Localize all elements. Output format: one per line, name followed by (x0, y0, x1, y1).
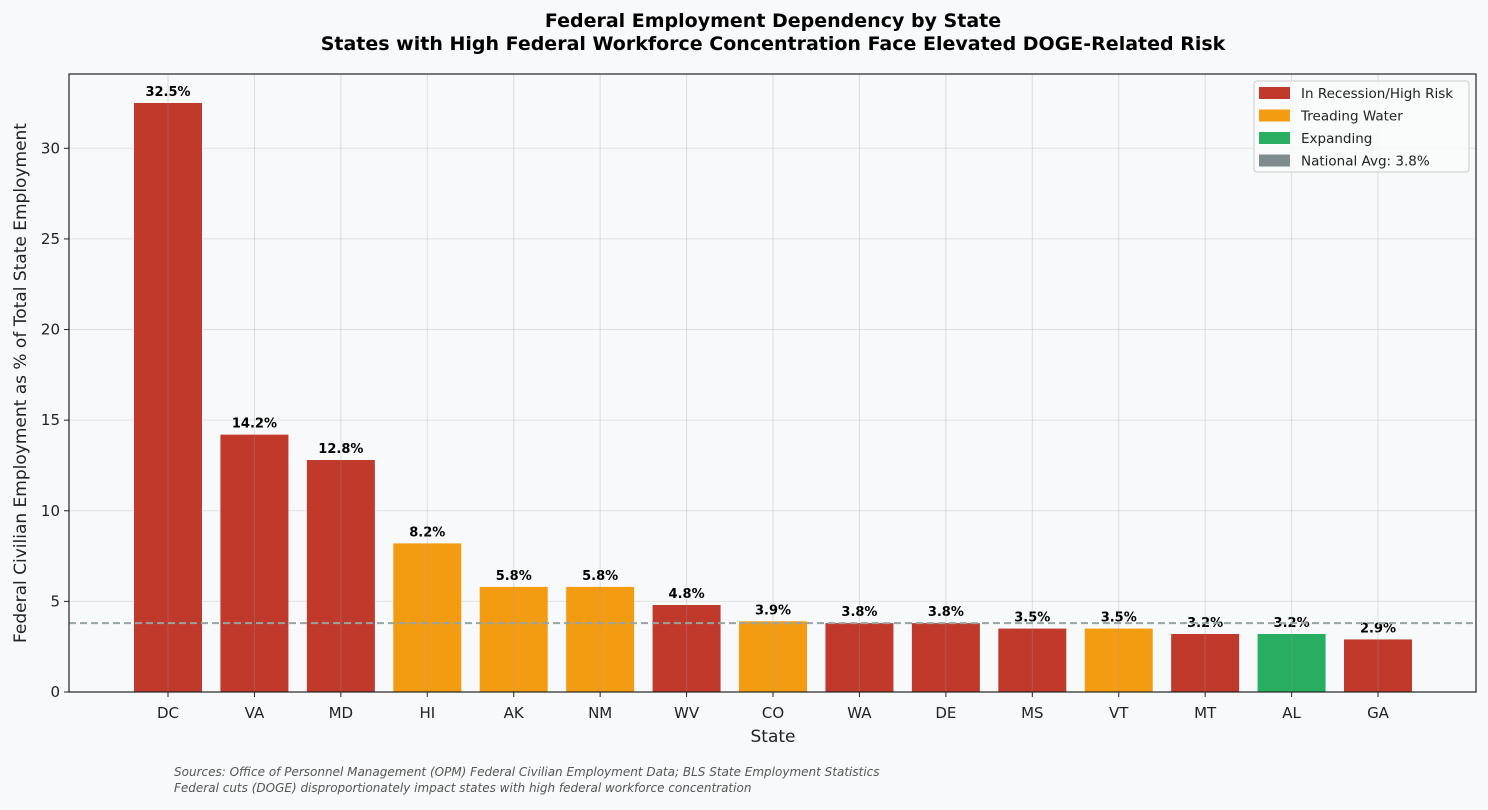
chart-subtitle: States with High Federal Workforce Conce… (321, 33, 1226, 55)
y-tick-label: 25 (41, 230, 60, 248)
chart-title: Federal Employment Dependency by State (545, 10, 1001, 32)
legend-swatch-treading (1259, 109, 1290, 122)
plot-frame (68, 73, 1477, 693)
y-axis-label: Federal Civilian Employment as % of Tota… (11, 123, 31, 643)
legend-label-treading: Treading Water (1300, 109, 1403, 125)
x-tick-label: MT (1194, 704, 1217, 722)
legend-label-recession: In Recession/High Risk (1301, 86, 1453, 102)
bar-VT (1084, 628, 1153, 692)
bar-MT (1171, 634, 1240, 692)
x-axis-label: State (751, 727, 796, 747)
value-label: 3.8% (841, 605, 877, 620)
bar-MS (998, 628, 1067, 692)
bar-WA (825, 623, 894, 692)
value-label: 3.5% (1101, 611, 1137, 626)
value-label: 3.5% (1014, 611, 1050, 626)
legend-label-avg: National Avg: 3.8% (1301, 154, 1430, 170)
legend: In Recession/High Risk Treading Water Expa… (1253, 80, 1470, 173)
y-tick-label: 30 (41, 139, 60, 157)
y-tick-label: 0 (50, 683, 60, 701)
value-label: 5.8% (496, 569, 532, 584)
x-tick-label: CO (762, 704, 784, 722)
legend-swatch-avg (1259, 154, 1290, 167)
bar-HI (393, 543, 462, 692)
legend-box (1253, 80, 1470, 173)
x-tick-label: NM (588, 704, 612, 722)
bar-WV (652, 605, 721, 692)
bar-DC (134, 102, 202, 692)
value-label: 8.2% (409, 525, 445, 540)
legend-label-expanding: Expanding (1301, 131, 1372, 147)
value-label: 5.8% (582, 569, 618, 584)
value-label: 2.9% (1360, 621, 1396, 636)
y-tick-label: 20 (41, 321, 60, 339)
x-tick-label: MS (1021, 704, 1043, 722)
x-tick-label: AL (1282, 704, 1301, 722)
x-tick-label: WV (674, 704, 700, 722)
bar-NM (566, 586, 635, 692)
x-tick-label: DC (157, 704, 179, 722)
value-label: 12.8% (318, 442, 363, 457)
x-tick-label: VA (245, 704, 265, 722)
x-tick-label: VT (1109, 704, 1129, 722)
y-tick-label: 10 (41, 502, 60, 520)
x-tick-label: WA (847, 704, 872, 722)
legend-swatch-expanding (1259, 132, 1290, 144)
value-label: 3.8% (928, 605, 964, 620)
value-label: 14.2% (232, 417, 277, 432)
footnote-sources: Sources: Office of Personnel Management … (174, 765, 880, 779)
y-tick-label: 5 (50, 592, 60, 610)
value-label: 32.5% (145, 85, 190, 100)
x-tick-label: HI (419, 704, 435, 722)
value-label: 3.9% (755, 603, 791, 618)
value-label: 4.8% (669, 587, 705, 602)
x-tick-label: DE (935, 704, 956, 722)
x-tick-label: MD (329, 704, 354, 722)
x-tick-label: AK (504, 704, 525, 722)
bar-MD (306, 460, 375, 692)
x-tick-label: GA (1367, 704, 1390, 722)
bar-DE (911, 623, 980, 692)
bar-CO (739, 621, 808, 692)
bar-GA (1344, 639, 1413, 692)
bar-VA (220, 434, 289, 692)
footnote-doge: Federal cuts (DOGE) disproportionately i… (174, 781, 751, 795)
legend-swatch-recession (1259, 87, 1290, 99)
plot-area: 0 5 10 15 20 25 30 32.5% DC 14.2% VA 12.8% MD 8.2% HI 5… (41, 73, 1477, 722)
y-tick-label: 15 (41, 411, 60, 429)
bar-AL (1257, 634, 1326, 692)
bar-AK (479, 586, 548, 692)
